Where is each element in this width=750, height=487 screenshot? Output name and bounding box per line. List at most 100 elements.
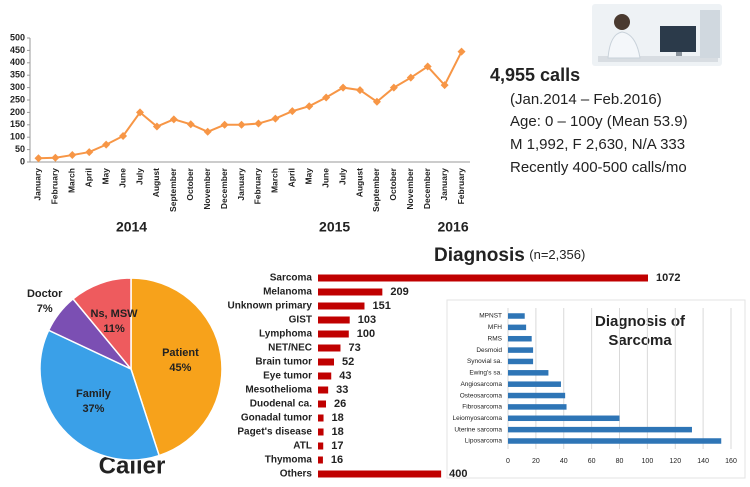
bar [318, 274, 648, 282]
marker [34, 154, 43, 163]
x-tick-label: November [405, 167, 415, 209]
bar-title: Diagnosis (n=2,356) [434, 245, 585, 266]
x-tick-label: February [456, 168, 466, 205]
pie-slice [130, 277, 223, 457]
marker [440, 81, 449, 90]
x-tick-label: September [371, 167, 381, 212]
y-tick-label: 150 [10, 119, 25, 129]
marker [220, 120, 229, 129]
x-tick-label: September [168, 167, 178, 212]
category-label: Lymphoma [259, 329, 312, 340]
bar [508, 358, 534, 365]
category-label: RMS [488, 335, 503, 342]
category-label: MFH [488, 324, 502, 331]
category-label: Desmoid [476, 347, 502, 354]
marker [203, 127, 212, 136]
category-label: Others [280, 469, 313, 480]
summary-line: Age: 0 – 100y (Mean 53.9) [510, 113, 688, 130]
bar [318, 358, 335, 366]
marker [406, 73, 415, 82]
value-label: 400 [449, 468, 467, 480]
summary-line: (Jan.2014 – Feb.2016) [510, 91, 662, 108]
bar [318, 428, 324, 436]
bar [508, 426, 692, 433]
bar [318, 344, 341, 352]
bar [318, 470, 442, 478]
marker [288, 107, 297, 116]
y-tick-label: 100 [10, 132, 25, 142]
year-label: 2016 [437, 219, 468, 235]
marker [457, 47, 466, 56]
headline: 4,955 calls [490, 65, 580, 85]
slice-label: Family [76, 388, 112, 400]
value-label: 103 [358, 314, 376, 326]
value-label: 18 [332, 426, 344, 438]
marker [152, 122, 161, 131]
bar [318, 414, 324, 422]
bar [318, 316, 350, 324]
x-tick-label: December [219, 167, 229, 209]
y-tick-label: 0 [20, 156, 25, 166]
marker [237, 120, 246, 129]
y-tick-label: 250 [10, 94, 25, 104]
value-label: 33 [336, 384, 348, 396]
category-label: Thymoma [265, 455, 313, 466]
category-label: Brain tumor [255, 357, 312, 368]
x-tick-label: July [337, 168, 347, 185]
x-tick-label: August [151, 168, 161, 197]
bar [508, 381, 561, 387]
marker [102, 140, 111, 149]
marker [305, 102, 314, 111]
x-tick-label: 20 [532, 458, 540, 465]
summary-line: Recently 400-500 calls/mo [510, 159, 687, 176]
bar [508, 438, 722, 444]
x-tick-label: 120 [669, 458, 681, 465]
value-label: 209 [390, 286, 408, 298]
marker [119, 131, 128, 140]
value-label: 73 [348, 342, 360, 354]
bar [508, 335, 532, 342]
bar [508, 370, 549, 376]
x-tick-label: December [422, 167, 432, 209]
x-tick-label: 0 [506, 458, 510, 465]
x-tick-label: 60 [588, 458, 596, 465]
y-tick-label: 350 [10, 70, 25, 80]
marker [389, 83, 398, 92]
x-tick-label: May [100, 168, 110, 185]
x-tick-label: 40 [560, 458, 568, 465]
category-label: Gonadal tumor [241, 413, 312, 424]
y-tick-label: 200 [10, 107, 25, 117]
category-label: Uterine sarcoma [454, 426, 502, 433]
x-tick-label: April [83, 168, 93, 187]
slice-value: 37% [82, 403, 104, 415]
x-tick-label: January [439, 168, 449, 201]
x-tick-label: January [33, 168, 43, 201]
x-tick-label: January [236, 168, 246, 201]
bar-title-main: Diagnosis [434, 245, 525, 266]
value-label: 16 [331, 454, 343, 466]
marker [372, 97, 381, 106]
x-tick-label: April [287, 168, 297, 187]
bar [508, 347, 534, 353]
y-tick-label: 500 [10, 32, 25, 42]
category-label: Sarcoma [270, 273, 313, 284]
value-label: 1072 [656, 272, 680, 284]
x-tick-label: 140 [697, 458, 709, 465]
marker [51, 153, 60, 162]
category-label: Leiomyosarcoma [453, 415, 503, 422]
x-tick-label: February [50, 168, 60, 205]
value-label: 151 [372, 300, 390, 312]
summary-line: M 1,992, F 2,630, N/A 333 [510, 136, 685, 153]
category-label: Osteosarcoma [460, 392, 503, 399]
bar [508, 392, 566, 399]
x-tick-label: 80 [616, 458, 624, 465]
x-tick-label: March [67, 168, 77, 193]
category-label: Paget's disease [237, 427, 312, 438]
bar [508, 313, 525, 319]
slice-value: 7% [37, 303, 53, 315]
value-label: 52 [342, 356, 354, 368]
x-tick-label: 160 [725, 458, 737, 465]
